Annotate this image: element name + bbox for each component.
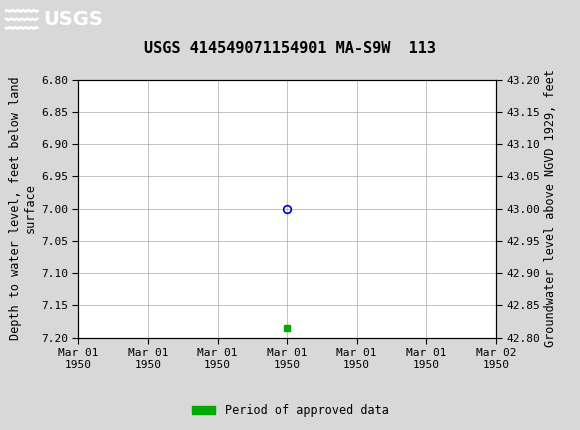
Y-axis label: Groundwater level above NGVD 1929, feet: Groundwater level above NGVD 1929, feet [544,70,557,347]
Text: USGS: USGS [44,10,103,29]
Y-axis label: Depth to water level, feet below land
surface: Depth to water level, feet below land su… [9,77,37,341]
Legend: Period of approved data: Period of approved data [187,399,393,422]
Text: USGS 414549071154901 MA-S9W  113: USGS 414549071154901 MA-S9W 113 [144,41,436,56]
